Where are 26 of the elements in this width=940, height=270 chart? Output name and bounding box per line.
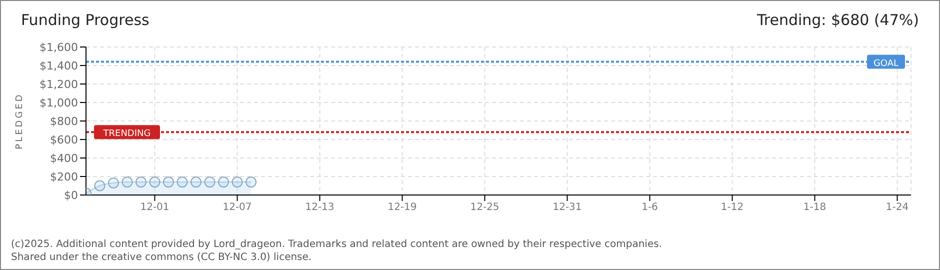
text: Shared under the creative commons (CC BY-NC 3.0) license. <box>11 251 313 264</box>
chart-subtitle: Trending: $680 (47%) <box>756 11 919 29</box>
chart-title: Funding Progress <box>21 11 150 29</box>
x-tick-label: 1-24 <box>886 202 909 214</box>
y-tick-label: $1,200 <box>40 78 78 91</box>
x-tick-label: 12-01 <box>140 202 170 214</box>
text: (c)2025. Additional content provided by Lord_drageon. Trademarks and related content are owned by their respective companies. <box>11 238 662 251</box>
x-tick-label: 12-31 <box>552 202 582 214</box>
y-tick-label: $200 <box>50 170 78 184</box>
y-tick-label: $0 <box>64 188 78 202</box>
x-tick-label: 12-13 <box>305 202 334 214</box>
x-tick-label: 1-18 <box>803 202 826 214</box>
y-axis-title: PLEDGED <box>15 92 26 150</box>
y-tick-label: $600 <box>50 133 78 146</box>
ref-line-label: TRENDING <box>102 129 151 140</box>
y-tick-label: $1,400 <box>40 59 78 72</box>
x-tick-label: 1-6 <box>642 202 658 214</box>
x-tick-label: 1-12 <box>720 202 744 214</box>
x-tick-label: 12-25 <box>470 202 500 214</box>
x-tick-label: 12-19 <box>388 202 417 214</box>
y-tick-label: $800 <box>50 114 78 128</box>
y-tick-label: $1,000 <box>40 96 78 110</box>
ref-line-label: GOAL <box>873 58 899 69</box>
y-tick-label: $1,600 <box>40 40 78 54</box>
y-tick-label: $400 <box>50 152 78 165</box>
x-tick-label: 12-07 <box>222 202 252 214</box>
